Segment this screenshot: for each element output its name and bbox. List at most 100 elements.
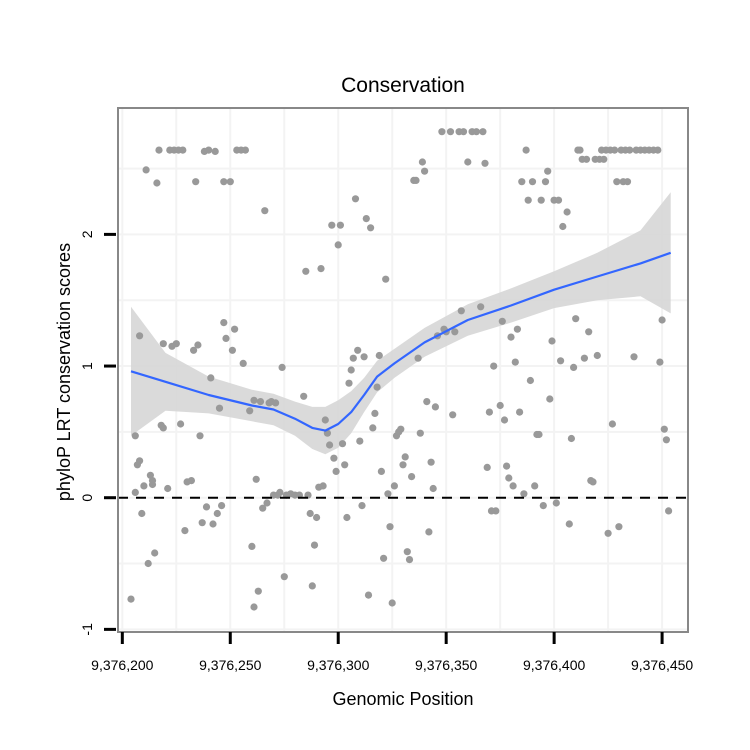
data-point (241, 146, 249, 154)
data-point (142, 166, 150, 174)
data-point (429, 484, 437, 493)
x-axis-title: Genomic Position (332, 689, 473, 709)
data-point (248, 542, 256, 551)
data-point (213, 509, 221, 518)
data-point (479, 128, 487, 136)
smooth-line-layer (130, 251, 672, 432)
data-point (263, 499, 271, 507)
data-point (250, 603, 258, 611)
data-point (528, 178, 537, 186)
data-point (347, 366, 355, 374)
data-point (459, 128, 468, 136)
data-point (351, 195, 360, 203)
data-point (131, 432, 139, 440)
data-point (330, 454, 338, 462)
data-point (654, 146, 662, 154)
data-point (604, 529, 612, 537)
data-point (427, 458, 435, 466)
data-point (509, 482, 517, 490)
data-point (148, 477, 157, 485)
data-point (472, 128, 480, 136)
data-point (308, 582, 316, 590)
data-point (321, 416, 329, 424)
data-point (192, 178, 200, 186)
data-point (164, 484, 172, 493)
data-point (544, 167, 552, 175)
data-point (611, 146, 619, 154)
y-axis-title: phyloP LRT conservation scores (54, 243, 74, 501)
data-point (552, 499, 560, 507)
data-point (373, 383, 381, 391)
x-tick-label: 9,376,250 (199, 657, 261, 673)
data-point (446, 128, 455, 136)
data-point (503, 462, 511, 470)
data-point (451, 328, 459, 336)
data-point (343, 513, 351, 522)
panel-border (117, 107, 689, 633)
data-point (371, 409, 379, 417)
y-tick-label: 1 (79, 362, 95, 370)
data-point (369, 424, 377, 432)
data-point (261, 207, 269, 215)
data-point (360, 353, 368, 361)
y-tick-label: 2 (79, 230, 95, 238)
data-point (421, 167, 429, 175)
data-point (181, 527, 189, 535)
data-point (153, 179, 161, 187)
data-point (300, 392, 308, 400)
data-point (326, 441, 334, 449)
data-point (306, 509, 314, 518)
data-point (492, 507, 500, 515)
data-point (187, 477, 195, 485)
data-point (567, 434, 576, 443)
data-point (382, 275, 390, 283)
data-point (358, 502, 366, 510)
data-point (524, 196, 532, 204)
confidence-ribbon-layer (131, 192, 671, 455)
data-point (336, 221, 344, 229)
data-point (418, 158, 426, 166)
data-point (136, 332, 144, 340)
data-point (205, 146, 213, 154)
data-point (140, 482, 148, 490)
data-point (507, 333, 515, 341)
data-point (198, 519, 206, 527)
data-point (190, 346, 198, 354)
data-point (662, 436, 671, 444)
data-point (136, 457, 144, 465)
data-point (580, 354, 589, 362)
data-point (623, 178, 632, 186)
data-point (658, 316, 666, 324)
data-point (477, 303, 485, 311)
data-point (138, 509, 146, 518)
data-point (194, 341, 202, 349)
data-point (615, 523, 623, 531)
data-point (520, 490, 528, 498)
data-point (272, 399, 280, 407)
data-point (546, 395, 554, 403)
data-point (438, 128, 446, 136)
data-point (397, 425, 405, 433)
data-point (380, 554, 388, 562)
data-point (228, 346, 236, 354)
data-point (399, 461, 407, 469)
y-tick-label: 0 (79, 494, 95, 502)
data-point (155, 146, 163, 154)
data-point (246, 407, 254, 415)
x-tick-label: 9,376,400 (523, 657, 585, 673)
data-point (367, 224, 375, 232)
data-point (144, 559, 152, 568)
data-point (177, 420, 185, 428)
data-point (423, 398, 431, 406)
data-point (656, 358, 664, 366)
data-point (593, 351, 601, 360)
data-point (559, 222, 567, 231)
data-point (576, 146, 584, 154)
x-tick-label: 9,376,300 (307, 657, 369, 673)
data-point (464, 158, 472, 166)
data-point (319, 482, 327, 490)
data-point (211, 147, 219, 155)
data-point (354, 346, 362, 354)
data-point (377, 467, 385, 475)
data-point (626, 146, 634, 154)
